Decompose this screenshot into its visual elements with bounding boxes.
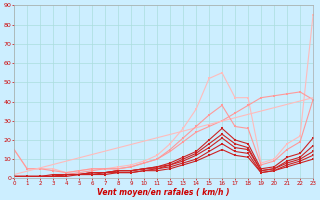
X-axis label: Vent moyen/en rafales ( km/h ): Vent moyen/en rafales ( km/h ) bbox=[97, 188, 230, 197]
